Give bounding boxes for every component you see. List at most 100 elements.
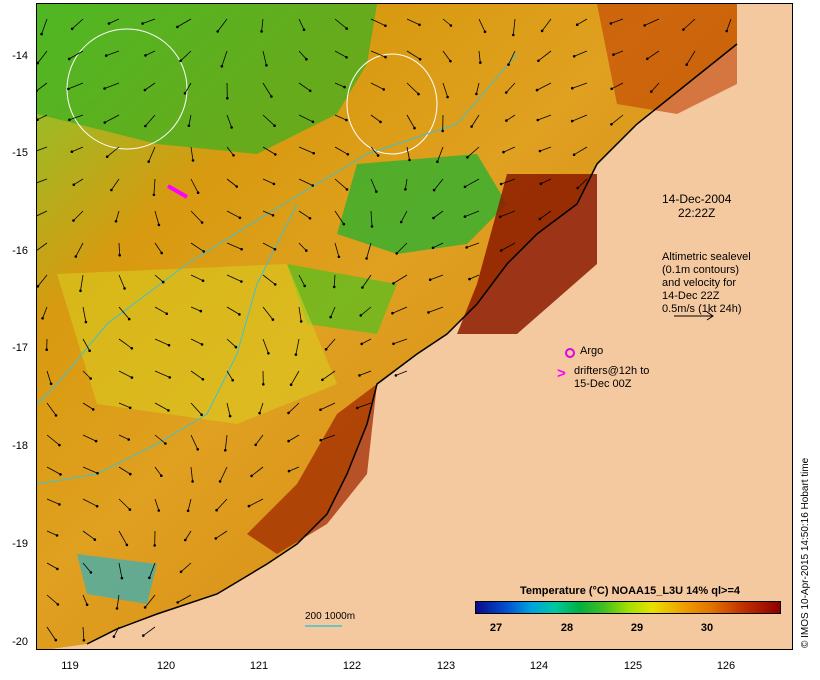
credit-text: © IMOS 10-Apr-2015 14:50:16 Hobart time — [800, 457, 811, 648]
velocity-vector-head — [179, 570, 183, 574]
velocity-vector — [683, 18, 696, 30]
velocity-vector-head — [319, 438, 323, 442]
velocity-vector-head — [384, 24, 387, 28]
velocity-vector — [647, 50, 660, 60]
velocity-vector — [262, 50, 267, 66]
velocity-vector-head — [238, 216, 242, 220]
velocity-vector-head — [345, 56, 348, 59]
velocity-vector-head — [56, 603, 60, 606]
coastal-warm-band — [457, 174, 597, 334]
velocity-vector — [512, 18, 516, 35]
cool-patch-southwest — [77, 554, 157, 604]
velocity-vector-head — [305, 249, 308, 252]
velocity-vector — [82, 466, 98, 474]
velocity-vector — [288, 434, 300, 442]
velocity-vector — [82, 402, 94, 410]
velocity-vector — [611, 114, 624, 125]
velocity-vector — [573, 146, 588, 156]
velocity-vector-head — [199, 309, 203, 313]
velocity-vector-head — [505, 119, 508, 122]
velocity-vector-head — [238, 313, 241, 316]
velocity-vector — [154, 370, 170, 378]
velocity-vector — [118, 434, 129, 440]
velocity-vector — [298, 306, 302, 322]
velocity-vector-head — [216, 30, 219, 33]
velocity-vector — [298, 50, 307, 60]
velocity-vector-head — [537, 59, 540, 63]
velocity-vector — [71, 18, 84, 30]
velocity-vector-head — [196, 448, 199, 451]
velocity-vector — [82, 626, 85, 641]
velocity-vector-head — [228, 414, 232, 418]
velocity-vector — [334, 210, 345, 225]
velocity-vector — [184, 82, 192, 94]
velocity-vector — [262, 146, 276, 155]
velocity-vector-head — [465, 246, 469, 249]
velocity-vector — [82, 306, 87, 323]
velocity-vector — [400, 210, 408, 223]
velocity-vector-head — [45, 348, 48, 352]
velocity-vector-head — [202, 250, 205, 253]
velocity-vector — [190, 434, 199, 450]
velocity-vector-head — [250, 474, 253, 478]
velocity-scale-label: 0.5m/s (1kt 24h) — [662, 303, 742, 315]
velocity-vector — [118, 242, 121, 256]
velocity-vector-head — [55, 534, 59, 537]
velocity-vector — [370, 146, 379, 156]
velocity-vector-head — [483, 30, 487, 34]
velocity-vector — [370, 114, 381, 123]
velocity-vector-head — [68, 118, 71, 122]
velocity-vector-head — [143, 88, 147, 92]
velocity-vector — [82, 370, 91, 379]
sealevel-contour — [66, 28, 188, 150]
velocity-vector-head — [123, 287, 126, 290]
velocity-vector-head — [262, 383, 265, 386]
drifters-label-1: drifters@12h to — [574, 365, 650, 377]
velocity-vector — [464, 178, 480, 188]
velocity-vector-head — [160, 251, 163, 255]
lon-tick: 120 — [156, 660, 176, 672]
northeast-warm — [597, 4, 737, 114]
velocity-vector-head — [215, 508, 218, 512]
velocity-vector-head — [67, 87, 70, 91]
time-label: 22:22Z — [678, 206, 716, 220]
altimetric-note-4: 14-Dec 22Z — [662, 290, 720, 302]
velocity-vector — [71, 146, 84, 153]
velocity-vector — [334, 18, 347, 29]
velocity-vector — [46, 370, 52, 384]
velocity-vector — [298, 82, 311, 92]
velocity-vector-head — [56, 567, 59, 571]
velocity-vector — [503, 146, 516, 153]
velocity-vector-head — [609, 22, 613, 25]
velocity-vector-head — [343, 85, 346, 89]
velocity-vector — [259, 402, 264, 414]
velocity-vector — [469, 274, 480, 280]
velocity-vector — [610, 18, 624, 24]
velocity-vector-head — [449, 59, 452, 63]
velocity-vector-head — [200, 221, 204, 224]
velocity-vector-head — [428, 278, 432, 282]
velocity-vector-head — [540, 29, 544, 33]
velocity-vector-head — [200, 413, 203, 417]
velocity-vector-head — [254, 443, 257, 447]
cool-patch-mid — [287, 264, 397, 334]
velocity-vector — [82, 338, 90, 351]
velocity-vector-head — [418, 57, 422, 61]
velocity-vectors — [37, 18, 732, 642]
velocity-vector — [217, 18, 228, 32]
velocity-vector-head — [147, 160, 150, 163]
velocity-vector-head — [67, 57, 71, 61]
velocity-vector — [476, 82, 480, 94]
velocity-vector — [478, 18, 486, 32]
velocity-vector-head — [399, 220, 403, 224]
velocity-vector — [118, 338, 133, 349]
velocity-vector-head — [356, 406, 359, 410]
velocity-vector — [325, 338, 336, 350]
velocity-vector — [154, 402, 169, 411]
velocity-vector-head — [70, 150, 74, 153]
velocity-vector — [298, 18, 305, 30]
velocity-vector-head — [382, 88, 386, 91]
velocity-vector — [395, 370, 408, 376]
velocity-vector — [262, 338, 269, 354]
velocity-vector-head — [118, 253, 121, 257]
